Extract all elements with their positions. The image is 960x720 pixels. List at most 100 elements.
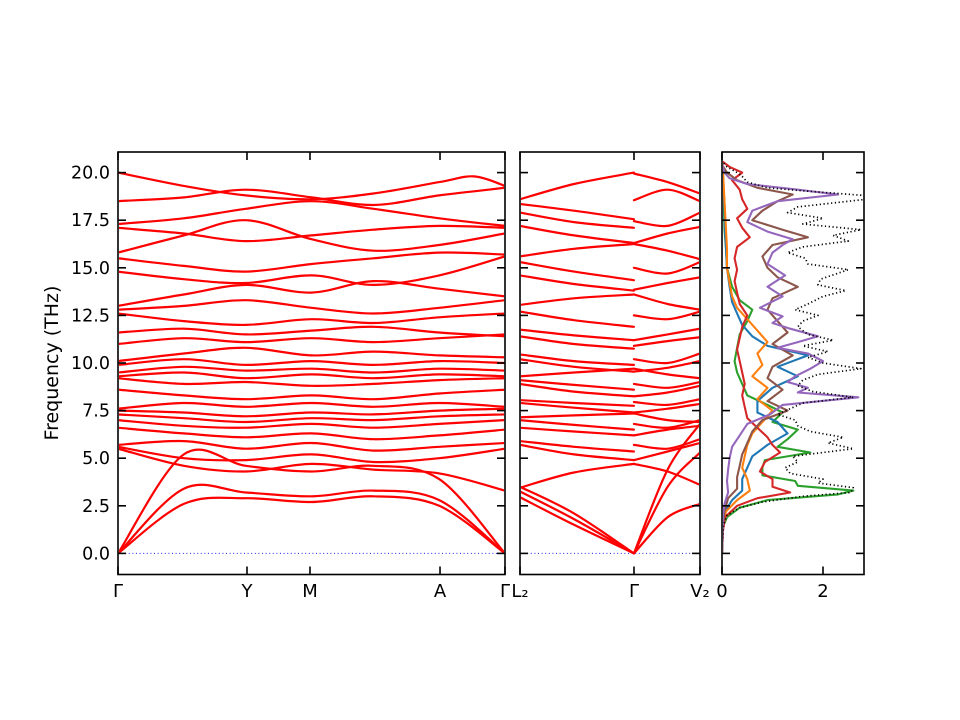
phonon-band [521, 401, 635, 414]
phonon-band [521, 211, 635, 229]
x-tick-label: L₂ [511, 581, 528, 602]
phonon-band [521, 440, 635, 453]
y-tick-label: 10.0 [71, 354, 110, 374]
x-tick-label: Y [240, 581, 253, 602]
band-structure-panel-1-bands [119, 171, 504, 555]
x-tick-label: 0 [716, 581, 727, 602]
phonon-band [632, 384, 699, 398]
y-tick-label: 0.0 [82, 544, 110, 564]
phonon-band [521, 367, 635, 378]
phonon-band [119, 448, 504, 554]
phonon-band [521, 462, 635, 489]
phonon-band [632, 438, 699, 450]
panel-border [721, 151, 865, 576]
phonon-band [521, 486, 635, 555]
phonon-band [632, 412, 699, 424]
phonon-band [119, 251, 504, 273]
phonon-band [119, 401, 504, 410]
phonon-band [119, 413, 504, 424]
phonon-band [119, 358, 504, 367]
phonon-band [521, 412, 635, 419]
phonon-band [632, 225, 699, 245]
phonon-band [521, 335, 635, 350]
x-tick-label: 2 [817, 581, 828, 602]
phonon-band [521, 399, 635, 407]
y-tick-label: 12.5 [71, 306, 110, 326]
phonon-band [632, 188, 699, 202]
phonon-band [632, 381, 699, 389]
phonon-band [521, 379, 635, 391]
phonon-band [632, 442, 699, 462]
phonon-band [119, 426, 504, 441]
phonon-band [119, 171, 504, 201]
phonon-band [521, 171, 635, 201]
y-tick-label: 15.0 [71, 259, 110, 279]
phonon-band [521, 419, 635, 431]
phonon-band [119, 279, 504, 307]
phonon-band [119, 346, 504, 363]
x-tick-label: Γ [629, 581, 639, 602]
phonon-band [119, 219, 504, 254]
phonon-band [521, 274, 635, 292]
phonon-band [521, 426, 635, 437]
phonon-band [632, 462, 699, 486]
dos-curves [723, 160, 863, 554]
phonon-band [632, 327, 699, 342]
phonon-band [632, 276, 699, 291]
phonon-band [119, 255, 504, 287]
phonon-band [119, 365, 504, 374]
phonon-band [521, 242, 635, 258]
phonon-band [632, 336, 699, 347]
phonon-band [632, 424, 699, 437]
phonon-band [119, 483, 504, 554]
phonon-band [632, 402, 699, 414]
phonon-band [119, 325, 504, 338]
phonon-band [521, 224, 635, 245]
phonon-band [521, 293, 635, 306]
band-structure-panel-2-bands [521, 171, 699, 555]
total-dos-curve [723, 161, 863, 549]
phonon-band [632, 419, 699, 429]
phonon-band [521, 490, 635, 555]
panel-border [117, 151, 506, 576]
phonon-band [119, 388, 504, 401]
y-tick-label: 7.5 [82, 402, 110, 422]
phonon-band [119, 333, 504, 345]
y-tick-label: 5.0 [82, 449, 110, 469]
dos-red-curve [723, 160, 792, 554]
phonon-band [119, 186, 504, 207]
phonon-band [521, 203, 635, 221]
phonon-band [521, 261, 635, 282]
phonon-band [632, 367, 699, 380]
phonon-band [119, 439, 504, 452]
phonon-band [119, 299, 504, 315]
y-tick-label: 2.5 [82, 497, 110, 517]
y-tick-label: 20.0 [71, 164, 110, 184]
phonon-band [632, 293, 699, 311]
phonon-band [119, 419, 504, 429]
phonon-band [521, 382, 635, 398]
phonon-band [632, 352, 699, 365]
dos-orange-curve [723, 162, 774, 554]
phonon-band [521, 353, 635, 366]
phonon-band [521, 443, 635, 462]
phonon-band [119, 445, 504, 464]
phonon-band [632, 310, 699, 321]
phonon-band [632, 398, 699, 407]
phonon-band [119, 200, 504, 227]
phonon-band [119, 224, 504, 243]
phonon-band [119, 447, 504, 492]
x-tick-label: Γ [500, 581, 510, 602]
x-tick-label: A [434, 581, 447, 602]
dos-brown-curve [723, 164, 809, 554]
phonon-band [632, 423, 699, 555]
phonon-band [632, 172, 699, 195]
phonon-band [119, 495, 504, 555]
phonon-band [521, 310, 635, 328]
phonon-band [119, 312, 504, 327]
phonon-band [632, 451, 699, 555]
x-tick-label: M [302, 581, 318, 602]
phonon-band [632, 211, 699, 228]
phonon-band [119, 407, 504, 418]
